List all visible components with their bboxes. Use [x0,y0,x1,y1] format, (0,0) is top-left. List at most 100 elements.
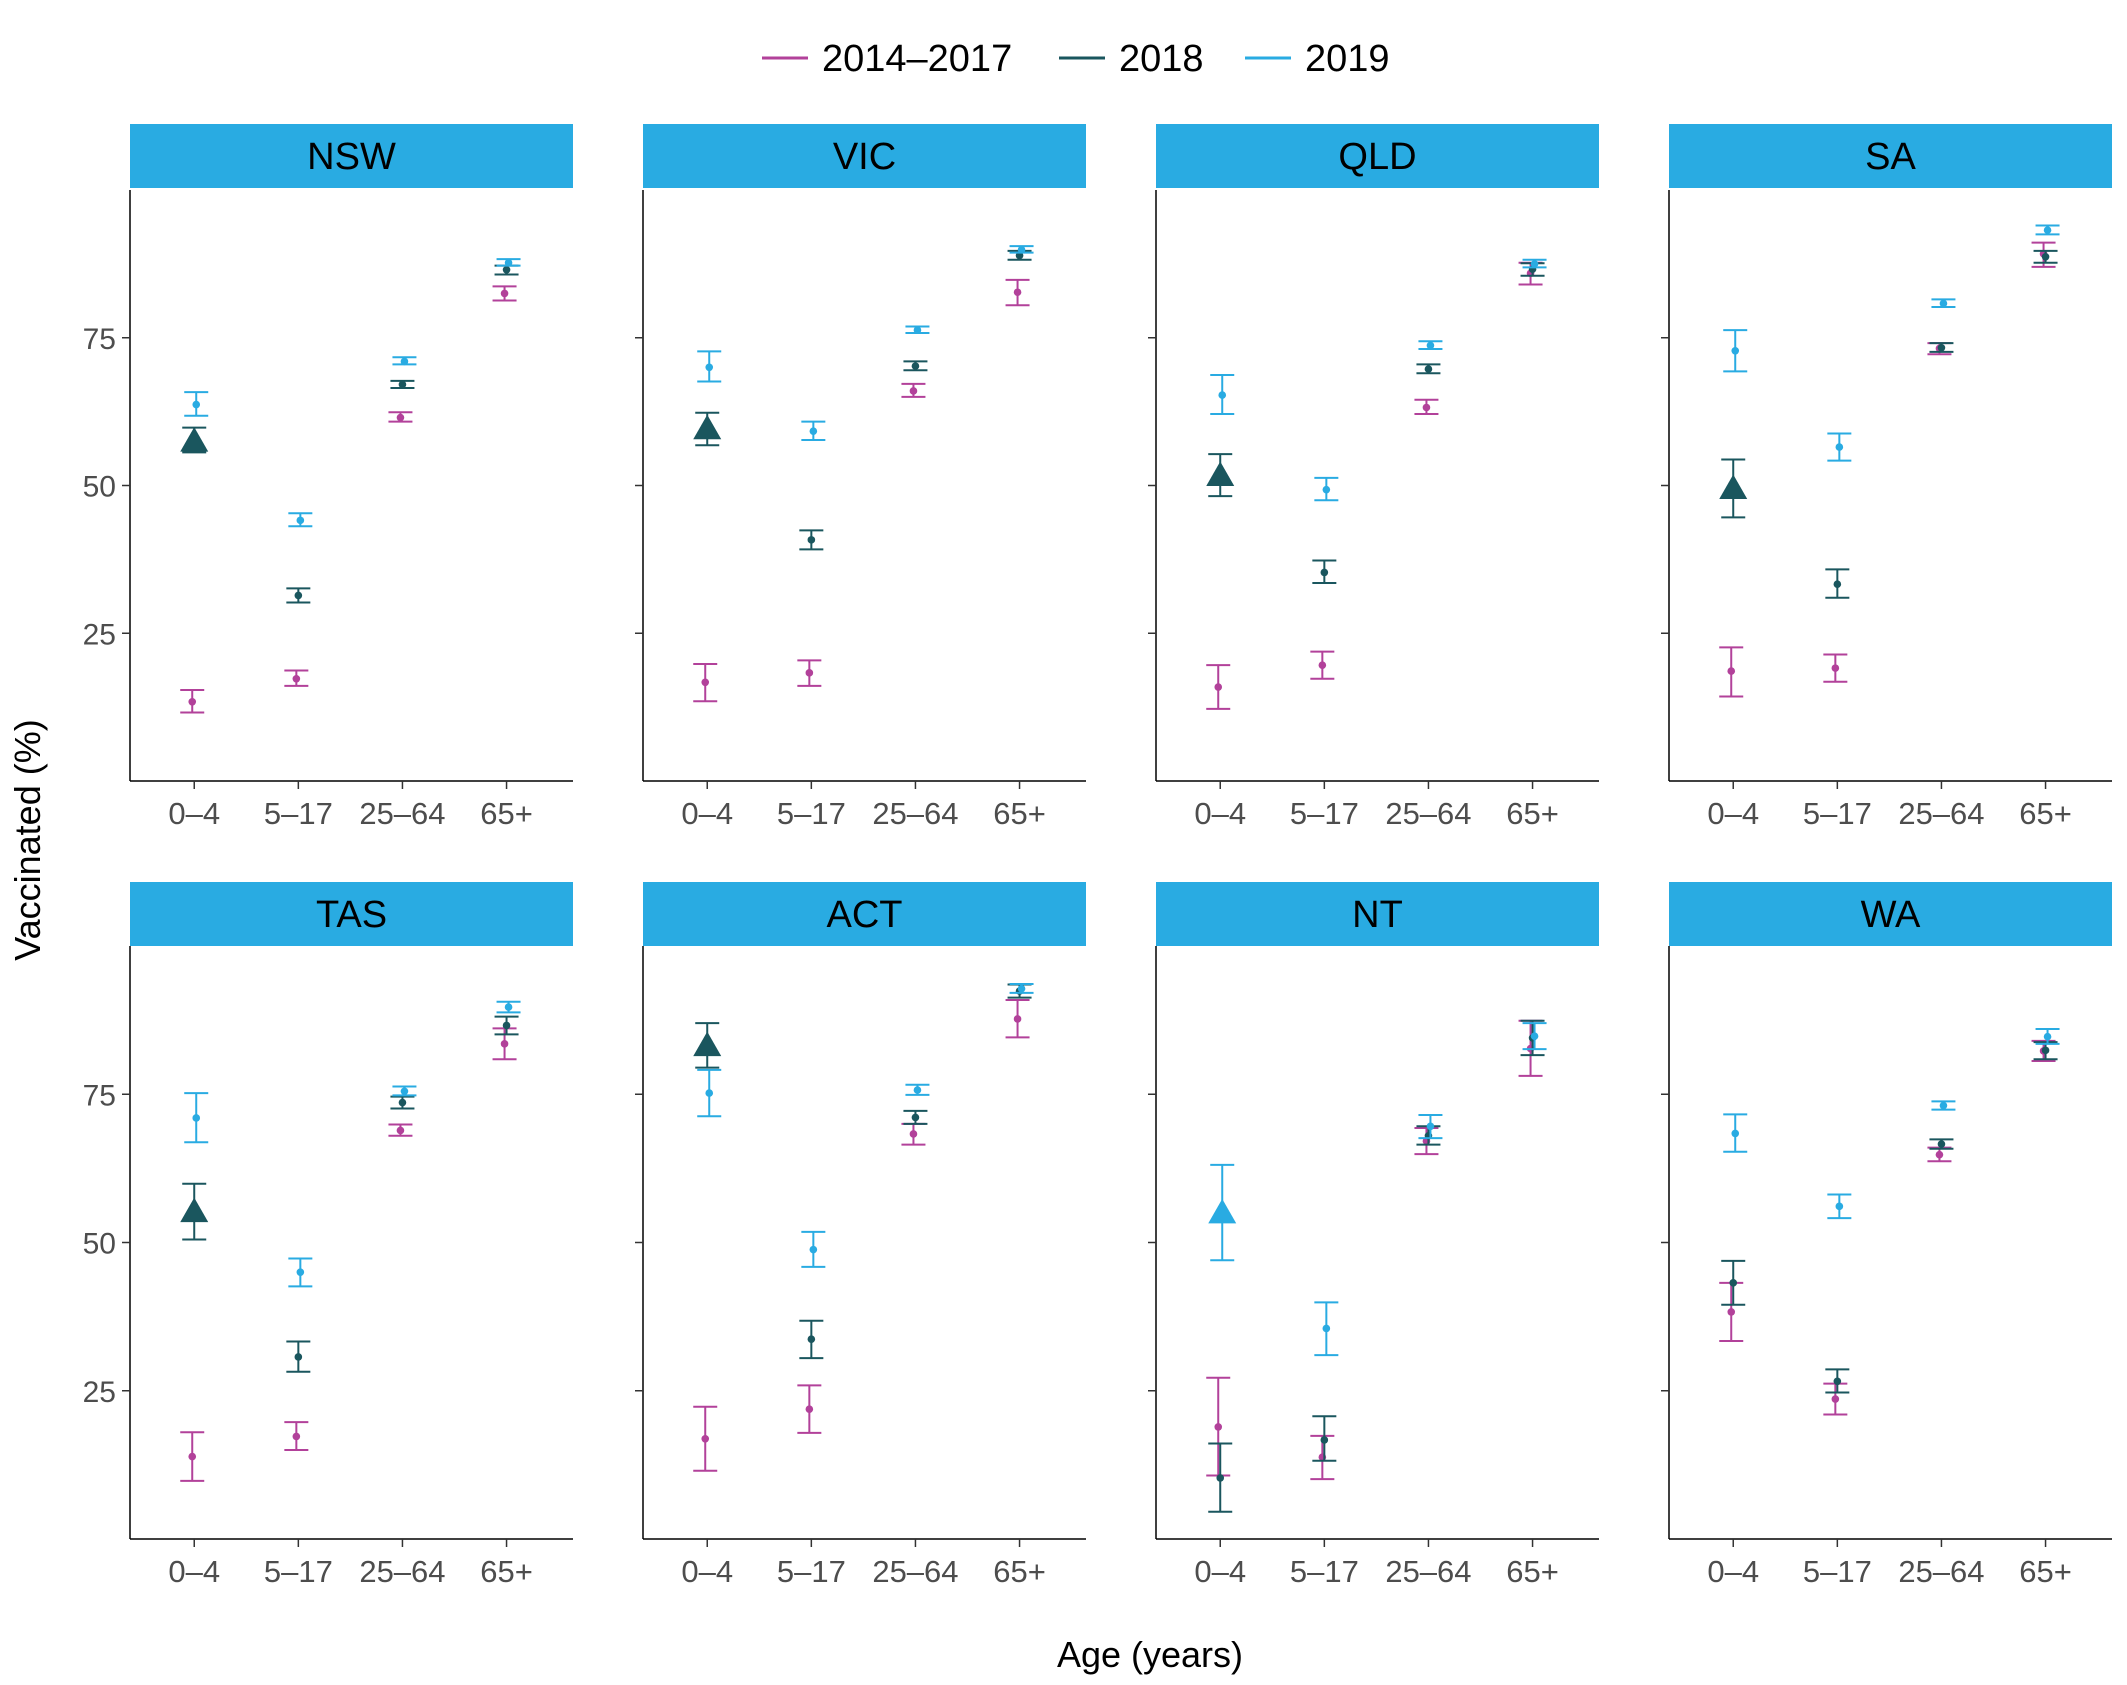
series-2014-2017 [693,998,1030,1472]
series-2014-2017 [1719,241,2056,698]
panel-title-qld: QLD [1338,136,1416,178]
x-tick-label: 65+ [1506,1554,1559,1589]
legend: 2014–2017 2018 2019 [762,38,1390,80]
panel-title-vic: VIC [833,136,896,178]
data-point [805,669,814,677]
data-point [1320,1436,1329,1444]
data-point [1013,1015,1022,1023]
data-point [292,674,301,683]
data-point [805,1405,814,1413]
data-point [1937,343,1946,352]
series-2018 [1719,249,2058,599]
data-point [398,1098,407,1107]
data-point [909,387,918,395]
data-point [705,1089,714,1097]
panel-strip-vic [643,124,1086,188]
legend-label-2014-2017: 2014–2017 [822,38,1012,80]
x-tick-label: 25–64 [872,1554,958,1589]
legend-label-2018: 2018 [1119,38,1204,80]
data-point [1426,1122,1435,1131]
series-2019 [1210,258,1547,502]
panel-sa: SA 0–4 5–17 25–64 65+ [1661,124,2112,831]
x-tick-label: 65+ [2019,1554,2072,1589]
series-2014-2017 [180,1027,517,1482]
x-tick-label: 5–17 [777,796,846,831]
x-tick-label: 0–4 [168,796,220,831]
x-tick-label: 5–17 [264,1554,333,1589]
x-tick-label: 0–4 [1194,1554,1246,1589]
x-tick-label: 0–4 [1194,796,1246,831]
data-point [1422,403,1431,412]
legend-item-2018: 2018 [1059,38,1204,80]
data-point [398,380,407,389]
data-point [1831,664,1840,672]
panel-title-sa: SA [1865,136,1916,178]
data-point [1218,391,1227,399]
data-point [911,362,920,370]
x-axis-label: Age (years) [1057,1634,1243,1675]
x-tick-label: 25–64 [872,796,958,831]
data-point-triangle [693,414,722,440]
y-tick-label: 75 [83,323,116,356]
data-point [2043,226,2052,234]
data-point [1017,984,1026,993]
data-point [1322,485,1331,494]
data-point [911,1113,920,1122]
data-point [296,1268,305,1276]
panel-qld: QLD 0–4 5–17 25–64 65+ [1148,124,1599,831]
panel-strip-act [643,882,1086,946]
data-point-triangle [180,1197,209,1223]
data-point [913,1086,922,1094]
data-point [2043,1032,2052,1041]
data-point [396,413,405,422]
panel-title-nt: NT [1352,894,1403,936]
data-point-triangle [693,1031,722,1057]
data-point [1013,288,1022,297]
panel-strip-qld [1156,124,1599,188]
data-point [400,357,409,366]
data-point [1530,260,1539,268]
data-point [1017,245,1026,254]
x-tick-label: 25–64 [1385,1554,1471,1589]
data-point [1426,341,1435,350]
series-2014-2017 [693,278,1030,703]
x-tick-label: 5–17 [1803,1554,1872,1589]
data-point [504,258,513,267]
y-tick-label: 25 [83,1376,116,1409]
data-point [192,400,201,409]
x-tick-label: 25–64 [1898,1554,1984,1589]
series-2018 [1721,1041,2058,1394]
data-point [292,1432,301,1441]
panel-strip-nsw [130,124,573,188]
data-point [1727,667,1736,675]
data-point [502,265,511,274]
data-point [2041,1046,2050,1055]
data-point [500,1040,509,1048]
x-tick-label: 0–4 [1707,796,1759,831]
panel-title-tas: TAS [316,894,387,936]
data-point [1833,1377,1842,1386]
y-tick-label: 50 [83,471,116,504]
series-2018 [180,1015,519,1373]
data-point [1835,443,1844,451]
series-2018 [693,983,1032,1360]
series-2018 [180,264,519,604]
data-point [705,363,714,372]
x-tick-label: 5–17 [1803,796,1872,831]
x-tick-label: 5–17 [1290,1554,1359,1589]
y-tick-label: 50 [83,1228,116,1261]
x-tick-label: 25–64 [359,1554,445,1589]
series-2014-2017 [1206,1019,1543,1481]
panel-tas: TAS 25 50 75 0–4 5–17 25–64 65+ [83,882,573,1589]
data-point [2041,252,2050,261]
x-tick-label: 5–17 [264,796,333,831]
data-point [1835,1202,1844,1211]
data-point-triangle [180,427,209,452]
series-2019 [1208,1022,1547,1357]
panel-title-act: ACT [827,894,903,936]
panel-strip-sa [1669,124,2112,188]
legend-item-2019: 2019 [1245,38,1390,80]
panel-title-wa: WA [1861,894,1921,936]
panels: NSW 25 50 75 0–4 5–17 25–64 65+ VIC 0–4 5–17 25–64 6… [83,124,2112,1589]
x-tick-label: 65+ [993,796,1046,831]
